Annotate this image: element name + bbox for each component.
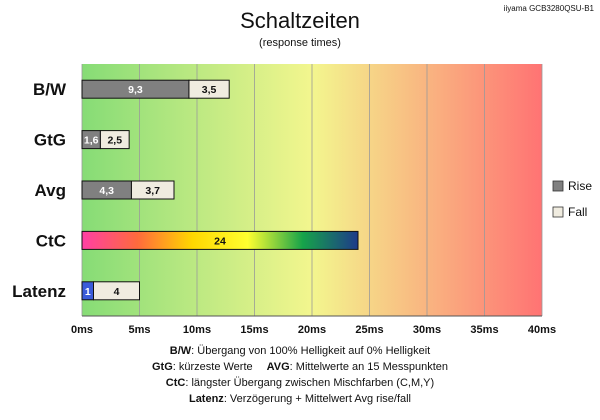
legend-rise-swatch <box>552 180 564 192</box>
x-tick-label: 15ms <box>240 324 268 336</box>
legend-rise-label: Rise <box>568 179 592 193</box>
data-label: 1 <box>85 286 91 298</box>
category-labels: B/W GtG Avg CtC Latenz <box>12 80 67 301</box>
bars <box>81 79 359 301</box>
bar-fall <box>188 79 230 99</box>
bar-fall <box>130 180 175 200</box>
footer-line-ctc: CtC: längster Übergang zwischen Mischfar… <box>166 377 434 389</box>
data-label: 3,7 <box>145 185 160 197</box>
data-label: 1,6 <box>84 135 99 147</box>
chart-title: Schaltzeiten <box>240 8 360 33</box>
category-label: Latenz <box>12 282 66 301</box>
bar-fall <box>93 281 140 301</box>
footer-notes: B/W: Übergang von 100% Helligkeit auf 0%… <box>152 345 448 405</box>
bar-rise <box>81 230 359 250</box>
data-label: 4 <box>114 286 120 298</box>
data-label: 24 <box>214 235 226 247</box>
footer-line-latenz: Latenz: Verzögerung + Mittelwert Avg ris… <box>189 393 411 405</box>
category-label: CtC <box>36 231 66 250</box>
x-tick-label: 30ms <box>413 324 441 336</box>
footer-line-gtg-avg: GtG: kürzeste Werte AVG: Mittelwerte an 1… <box>152 361 448 373</box>
data-label: 9,3 <box>128 84 143 96</box>
legend: Rise Fall <box>552 179 592 219</box>
data-labels: 9,3 3,5 1,6 2,5 4,3 3,7 24 1 4 <box>84 84 226 298</box>
x-tick-label: 20ms <box>298 324 326 336</box>
model-label: iiyama GCB3280QSU-B1 <box>504 4 595 13</box>
x-tick-label: 10ms <box>183 324 211 336</box>
legend-fall-label: Fall <box>568 205 587 219</box>
x-tick-label: 5ms <box>128 324 150 336</box>
chart-subtitle: (response times) <box>259 37 341 49</box>
category-label: B/W <box>33 80 67 99</box>
x-axis: 0ms 5ms 10ms 15ms 20ms 25ms 30ms 35ms 40ms <box>71 315 556 336</box>
x-tick-label: 0ms <box>71 324 93 336</box>
x-tick-label: 25ms <box>355 324 383 336</box>
category-label: Avg <box>35 181 67 200</box>
data-label: 3,5 <box>202 84 217 96</box>
category-label: GtG <box>34 131 66 150</box>
data-label: 2,5 <box>107 135 122 147</box>
x-tick-label: 35ms <box>470 324 498 336</box>
x-tick-label: 40ms <box>528 324 556 336</box>
data-label: 4,3 <box>99 185 114 197</box>
footer-line-bw: B/W: Übergang von 100% Helligkeit auf 0%… <box>170 345 430 357</box>
legend-fall-swatch <box>552 206 564 218</box>
bar-fall <box>99 130 130 150</box>
